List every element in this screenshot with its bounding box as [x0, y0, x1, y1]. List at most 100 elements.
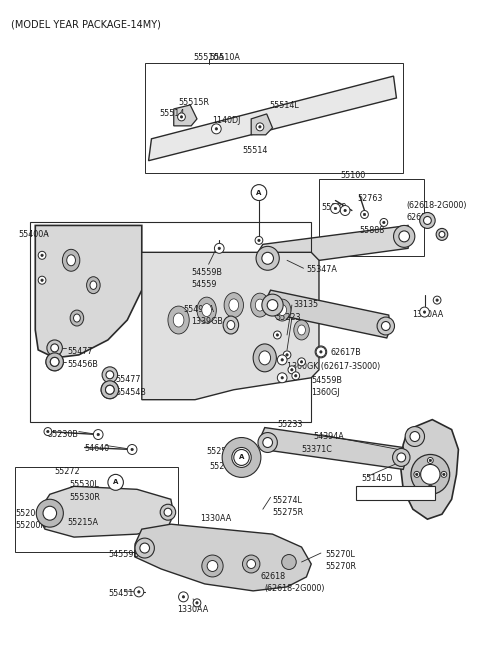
Text: 33135: 33135: [294, 300, 319, 309]
Ellipse shape: [67, 255, 75, 266]
Circle shape: [218, 247, 220, 249]
Text: 55200R: 55200R: [15, 521, 46, 530]
Text: 55250A: 55250A: [210, 462, 240, 472]
Circle shape: [340, 205, 350, 215]
Text: 55477: 55477: [116, 375, 141, 384]
Ellipse shape: [46, 353, 63, 371]
Ellipse shape: [197, 297, 216, 323]
Circle shape: [178, 113, 185, 121]
Circle shape: [405, 426, 424, 447]
Circle shape: [439, 232, 445, 237]
Ellipse shape: [86, 277, 100, 294]
Text: 55530R: 55530R: [69, 493, 100, 502]
Circle shape: [377, 317, 395, 335]
Text: 1339GB: 1339GB: [191, 317, 223, 326]
Text: 55499A: 55499A: [183, 305, 215, 314]
Circle shape: [360, 211, 368, 218]
Text: 54559B: 54559B: [191, 268, 222, 277]
Ellipse shape: [229, 299, 239, 312]
Circle shape: [38, 276, 46, 284]
Circle shape: [382, 321, 390, 331]
Circle shape: [38, 251, 46, 259]
Text: 55477: 55477: [67, 347, 93, 356]
Circle shape: [291, 369, 293, 371]
Text: 55456B: 55456B: [67, 360, 98, 369]
Circle shape: [182, 596, 185, 598]
Polygon shape: [251, 114, 273, 135]
Circle shape: [300, 361, 303, 363]
Circle shape: [108, 474, 123, 490]
Circle shape: [140, 543, 150, 553]
Ellipse shape: [278, 304, 287, 316]
Circle shape: [281, 359, 283, 361]
Text: 55256: 55256: [207, 447, 232, 457]
Polygon shape: [142, 253, 319, 400]
Ellipse shape: [223, 316, 239, 334]
Circle shape: [134, 587, 144, 597]
Circle shape: [281, 377, 283, 379]
Circle shape: [420, 307, 430, 317]
Circle shape: [429, 487, 432, 489]
Circle shape: [36, 499, 63, 527]
Circle shape: [410, 432, 420, 441]
Circle shape: [135, 538, 155, 558]
Text: 55515R: 55515R: [179, 98, 210, 107]
Circle shape: [47, 430, 49, 433]
Circle shape: [131, 448, 133, 451]
Circle shape: [436, 299, 438, 301]
Text: 1330AA: 1330AA: [200, 514, 231, 523]
Circle shape: [47, 340, 62, 356]
Circle shape: [411, 455, 450, 494]
Text: 55347A: 55347A: [306, 265, 337, 274]
Circle shape: [164, 508, 172, 516]
Ellipse shape: [173, 313, 184, 327]
Circle shape: [397, 453, 406, 462]
Text: 55454B: 55454B: [116, 388, 146, 397]
Text: 54559B: 54559B: [108, 550, 139, 559]
Text: 52763: 52763: [358, 194, 383, 203]
Circle shape: [292, 372, 300, 380]
Polygon shape: [38, 486, 174, 537]
Text: 55145D: 55145D: [361, 474, 393, 483]
Text: A: A: [113, 480, 119, 485]
Circle shape: [258, 432, 277, 453]
Text: 55888: 55888: [360, 226, 385, 236]
Ellipse shape: [282, 554, 296, 569]
Circle shape: [193, 599, 201, 607]
Ellipse shape: [70, 310, 84, 326]
Bar: [319, 178, 423, 256]
Text: 55514: 55514: [242, 146, 268, 155]
Circle shape: [420, 464, 440, 484]
Text: 55274L: 55274L: [273, 497, 302, 505]
Circle shape: [416, 473, 418, 476]
Text: REF.50-527: REF.50-527: [358, 492, 402, 501]
Text: 55270R: 55270R: [326, 562, 357, 571]
Circle shape: [277, 355, 287, 365]
Text: A: A: [256, 190, 262, 195]
Ellipse shape: [73, 314, 80, 322]
Ellipse shape: [50, 358, 59, 366]
Circle shape: [179, 592, 188, 602]
Polygon shape: [135, 524, 311, 591]
Text: 55510A: 55510A: [193, 53, 224, 62]
Ellipse shape: [101, 380, 119, 399]
Text: 62618: 62618: [406, 213, 431, 222]
Circle shape: [160, 504, 176, 520]
Circle shape: [427, 485, 433, 491]
Circle shape: [255, 236, 263, 244]
Text: 55270L: 55270L: [326, 550, 356, 559]
Text: 55530L: 55530L: [69, 480, 99, 489]
Text: 55230B: 55230B: [48, 430, 79, 439]
Text: 55514: 55514: [159, 109, 185, 118]
Circle shape: [97, 434, 99, 436]
Circle shape: [50, 358, 59, 366]
Polygon shape: [149, 76, 396, 161]
Text: 55888: 55888: [321, 203, 346, 211]
Circle shape: [283, 351, 291, 359]
Circle shape: [256, 247, 279, 270]
Circle shape: [393, 449, 410, 466]
Circle shape: [259, 126, 261, 128]
Ellipse shape: [298, 325, 305, 335]
Ellipse shape: [247, 560, 255, 569]
Text: 55514L: 55514L: [270, 101, 300, 110]
